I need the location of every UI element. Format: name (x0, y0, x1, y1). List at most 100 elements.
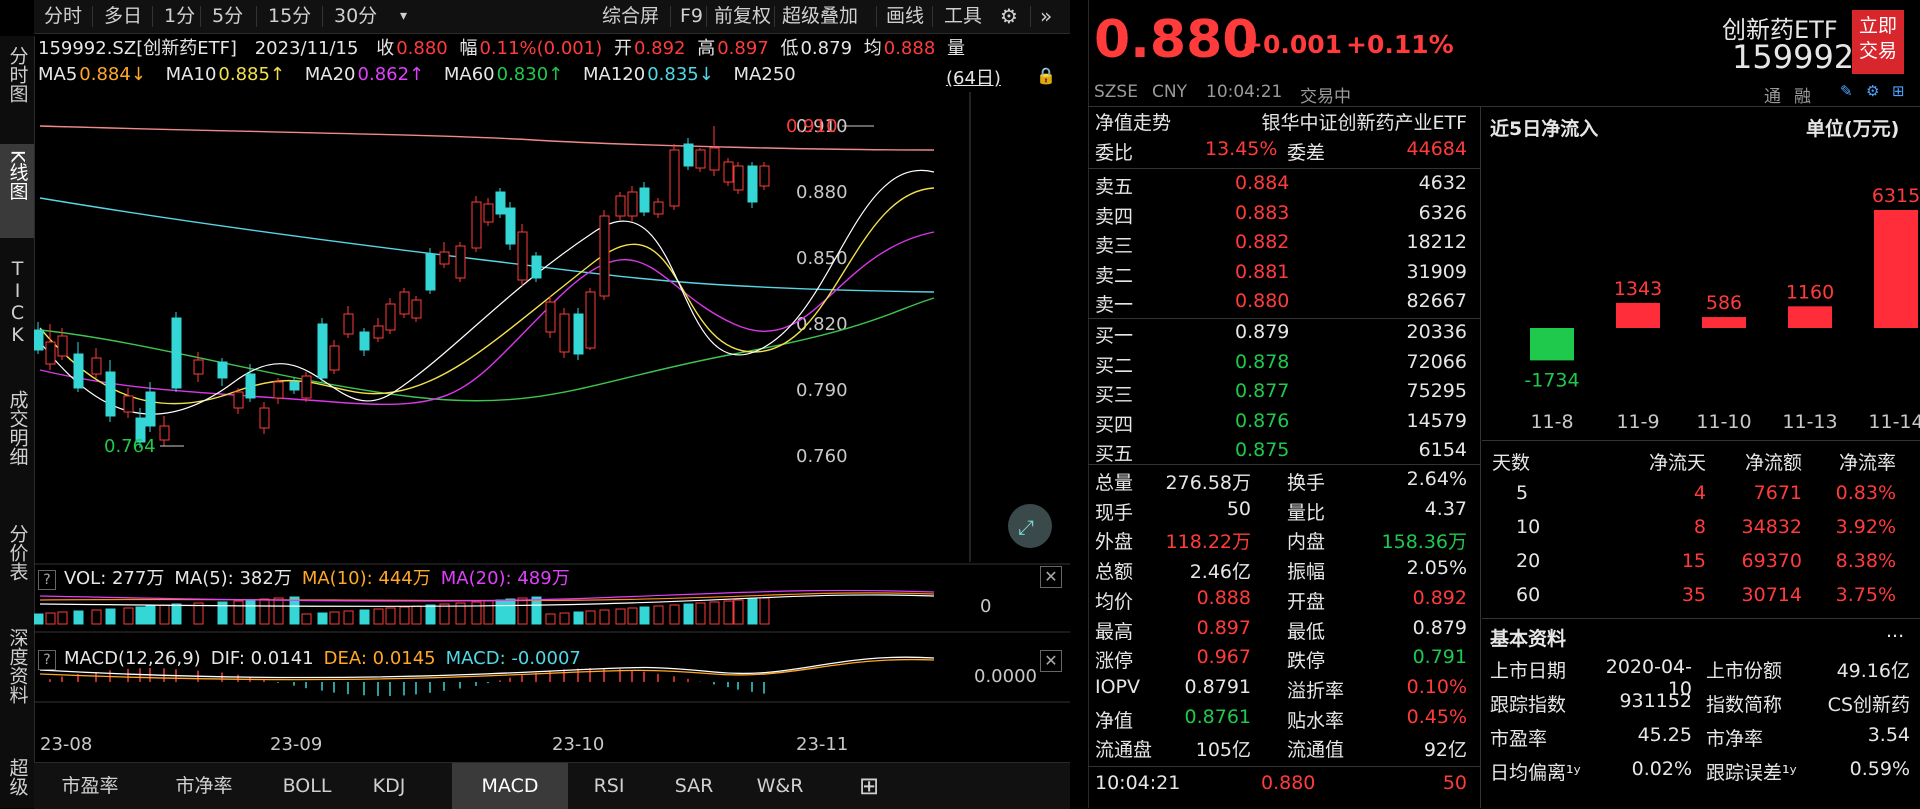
close-macd-panel-icon[interactable]: ✕ (1040, 650, 1062, 672)
indicator-tab-boll[interactable]: BOLL (282, 775, 332, 797)
ask-row[interactable]: 卖一 0.880 82667 (1095, 290, 1467, 319)
flow-table-header: 天数 (1492, 452, 1531, 474)
volume-bar (343, 610, 354, 625)
toolbar-super-overlay[interactable]: 超级叠加 (782, 5, 859, 27)
gear-icon[interactable]: ⚙ (1000, 4, 1018, 28)
ask-row[interactable]: 卖二 0.881 31909 (1095, 261, 1467, 290)
basic-value: 0.59% (1849, 758, 1910, 780)
period-tab-15min[interactable]: 15分 (268, 5, 312, 27)
bid-label: 买五 (1095, 443, 1134, 465)
toolbar-draw-line[interactable]: 画线 (886, 5, 925, 27)
tick-volume: 50 (1442, 772, 1467, 794)
side-tab-kline[interactable]: K线图 (0, 144, 34, 238)
ask-volume: 82667 (1406, 290, 1467, 312)
toolbar-f9[interactable]: F9 (680, 5, 704, 27)
flow-date-label: 11-13 (1782, 411, 1837, 433)
side-tab-fenshi[interactable]: 分时图 (0, 40, 34, 115)
more-icon[interactable]: ... (1886, 620, 1905, 642)
ma5-value: 0.884↓ (79, 64, 146, 85)
basic-value: CS创新药 (1827, 694, 1910, 716)
fund-full-name: 银华中证创新药产业ETF (1261, 112, 1467, 134)
indicator-tab-pe[interactable]: 市盈率 (61, 775, 119, 797)
close-vol-panel-icon[interactable]: ✕ (1040, 566, 1062, 588)
ma10-label: MA10 (165, 64, 217, 85)
security-name: 创新药ETF (1722, 16, 1838, 44)
stat-value: 0.8761 (1184, 705, 1251, 728)
ask-row[interactable]: 卖五 0.884 4632 (1095, 172, 1467, 201)
bid-row[interactable]: 买一 0.879 20336 (1095, 321, 1467, 350)
ask-row[interactable]: 卖三 0.882 18212 (1095, 231, 1467, 260)
volume-bar (483, 600, 494, 625)
period-tab-30min[interactable]: 30分 (334, 5, 378, 27)
lock-icon[interactable]: 🔒 (1036, 66, 1056, 85)
help-icon[interactable]: ? (38, 570, 56, 590)
basic-label: 跟踪指数 (1490, 694, 1567, 716)
bid-row[interactable]: 买四 0.876 14579 (1095, 410, 1467, 439)
indicator-tab-wr[interactable]: W&R (756, 775, 804, 797)
ask-volume: 31909 (1406, 260, 1467, 283)
stats-row: 均价 0.888 开盘 0.892 (1095, 587, 1467, 616)
edit-icon[interactable]: ✎ (1840, 82, 1853, 100)
side-tab-super[interactable]: 超级 (0, 752, 34, 808)
ask-price: 0.882 (1235, 231, 1290, 253)
zoom-button[interactable] (1008, 504, 1052, 548)
toolbar-tools[interactable]: 工具 (944, 5, 983, 27)
double-chevron-right-icon[interactable]: » (1040, 4, 1053, 28)
candle-body (273, 381, 284, 399)
flow-value-label: 1343 (1614, 278, 1662, 300)
side-tab-tick[interactable]: TICK (0, 252, 34, 358)
candle-body (245, 373, 256, 399)
kline-chart[interactable]: 0.910 0.880 0.850 0.820 0.790 0.760 0.910 0.7… (34, 92, 1070, 762)
flow-table-header: 净流率 (1838, 452, 1896, 474)
add-indicator-icon[interactable]: ⊞ (858, 772, 880, 800)
change-label: 幅 (459, 38, 478, 59)
bid-row[interactable]: 买五 0.875 6154 (1095, 439, 1467, 468)
volume-bar (233, 600, 244, 625)
candle-body (733, 165, 744, 191)
side-tab-price-table[interactable]: 分价表 (0, 518, 34, 593)
bid-row[interactable]: 买三 0.877 75295 (1095, 380, 1467, 409)
period-tab-fenshi[interactable]: 分时 (44, 5, 83, 27)
volume-bar (669, 604, 680, 625)
period-tab-5min[interactable]: 5分 (212, 5, 244, 27)
stat-label: 贴水率 (1287, 709, 1345, 732)
flow-table-cell: 0.83% (1835, 482, 1896, 504)
indicator-tab-pb[interactable]: 市净率 (175, 775, 233, 797)
volume-bar (245, 599, 256, 625)
candle-body (723, 161, 734, 183)
period-tab-multiday[interactable]: 多日 (104, 5, 143, 27)
volume-bar (259, 598, 270, 625)
side-tab-depth[interactable]: 深度资料 (0, 622, 34, 716)
trade-now-button[interactable]: 立即交易 (1852, 10, 1904, 74)
bar-count-button[interactable]: (64日) (946, 68, 1001, 89)
stat-label: 最低 (1287, 620, 1326, 643)
help-icon[interactable]: ? (38, 650, 56, 670)
indicator-tab-sar[interactable]: SAR (674, 775, 714, 797)
ask-row[interactable]: 卖四 0.883 6326 (1095, 202, 1467, 231)
toolbar-forward-adjust[interactable]: 前复权 (714, 5, 772, 27)
stat-label: 内盘 (1287, 531, 1326, 554)
bid-row[interactable]: 买二 0.878 72066 (1095, 351, 1467, 380)
ma250-label: MA250 (733, 64, 796, 85)
settings-icon[interactable]: ⚙ (1866, 82, 1880, 100)
stats-row: 总量 276.58万 换手 2.64% (1095, 468, 1467, 497)
indicator-tab-rsi[interactable]: RSI (593, 775, 625, 797)
candle-body (289, 381, 300, 391)
period-dropdown-icon[interactable]: ▾ (400, 8, 408, 24)
flow-table-cell: 35 (1681, 584, 1706, 606)
candle-body (683, 143, 694, 167)
indicator-tab-macd[interactable]: MACD (452, 763, 568, 809)
toolbar-composite[interactable]: 综合屏 (602, 5, 660, 27)
period-tab-1min[interactable]: 1分 (164, 5, 196, 27)
avg-value: 0.888 (883, 38, 936, 59)
volume-bar (329, 611, 340, 625)
side-tab-trades[interactable]: 成交明细 (0, 384, 34, 478)
nav-row[interactable]: 净值走势 银华中证创新药产业ETF (1095, 108, 1467, 137)
volume-bar (627, 607, 638, 625)
candle-body (145, 391, 156, 427)
indicator-tab-kdj[interactable]: KDJ (372, 775, 406, 797)
side-tab-label: K线图 (6, 150, 29, 201)
stat-value: 2.64% (1406, 468, 1467, 490)
stats-row: 净值 0.8761 贴水率 0.45% (1095, 706, 1467, 735)
add-watchlist-icon[interactable]: ⊞ (1892, 82, 1905, 100)
